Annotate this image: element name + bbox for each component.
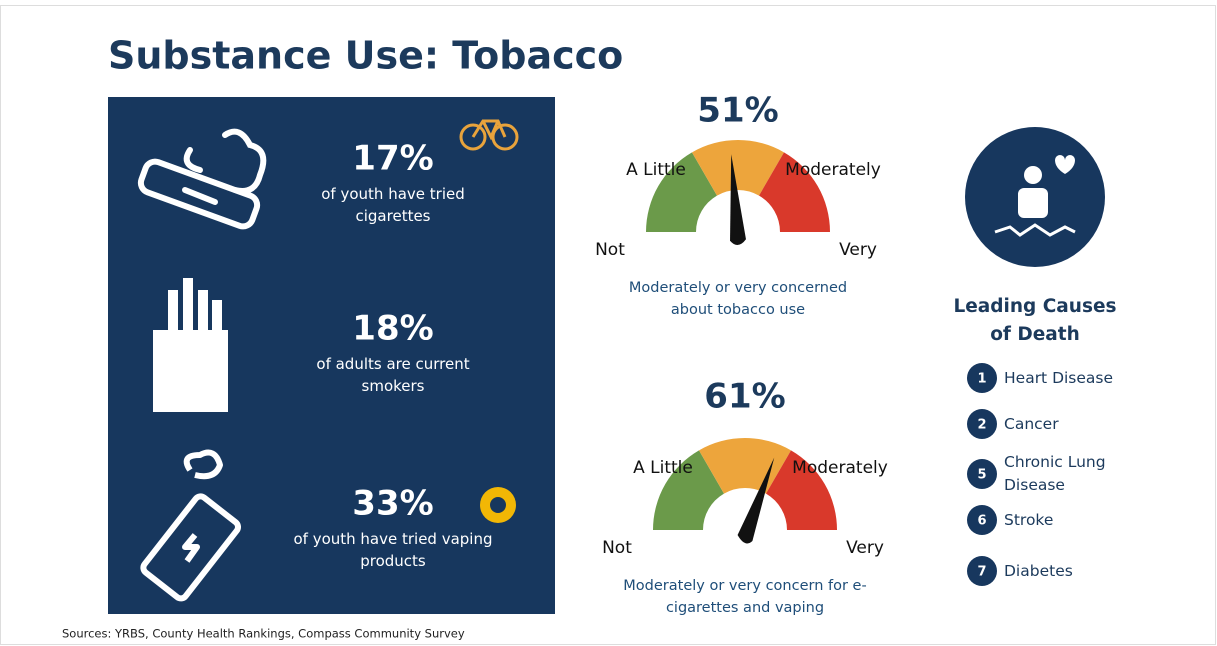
gauge-segment — [646, 152, 717, 232]
gauge-segment — [766, 450, 837, 530]
rank-number: 2 — [977, 418, 986, 433]
gauge-label: Very — [846, 538, 884, 558]
stat-text: of youth have tried cigarettes — [321, 185, 465, 225]
rank-badge — [967, 409, 997, 439]
gauge-caption-box: Moderately or very concern for e-cigaret… — [623, 578, 867, 616]
rank-badge — [967, 556, 997, 586]
bike-icon — [459, 119, 519, 151]
stat-value: 33% — [352, 484, 433, 524]
stat-text-box: of youth have tried cigarettes — [321, 185, 465, 225]
stat-text: of youth have tried vaping products — [293, 530, 493, 570]
rank-number: 1 — [977, 372, 986, 387]
stat-text-box: of adults are current smokers — [316, 355, 470, 395]
gauge-label: Moderately — [792, 458, 888, 478]
gauge-segment — [759, 152, 830, 232]
gauge-value: 61% — [704, 377, 785, 417]
causes-heading: Leading Causes of Death — [953, 296, 1117, 345]
gauge-label: Not — [602, 538, 632, 558]
gauge-label: A Little — [626, 160, 686, 180]
stat-text: of adults are current smokers — [316, 355, 470, 395]
cause-label: Stroke — [1004, 510, 1054, 529]
vape-icon — [140, 449, 242, 602]
gauge-caption: Moderately or very concerned about tobac… — [628, 280, 848, 318]
rank-badge — [967, 459, 997, 489]
gauge-label: A Little — [633, 458, 693, 478]
gauge-needle — [737, 457, 775, 544]
pack-icon — [153, 278, 228, 412]
rank-number: 7 — [977, 565, 986, 580]
gauge-needle — [730, 154, 746, 246]
gauge-segment — [692, 140, 784, 196]
gauge-label: Moderately — [785, 160, 881, 180]
sources: Sources: YRBS, County Health Rankings, C… — [62, 627, 465, 641]
cause-label-box: Stroke — [1004, 510, 1054, 529]
rank-number: 5 — [977, 468, 986, 483]
cause-label-box: Diabetes — [1004, 561, 1073, 580]
gauge-value: 51% — [697, 91, 778, 131]
cause-label-box: Chronic Lung Disease — [1004, 453, 1106, 494]
gauge-caption: Moderately or very concern for e-cigaret… — [623, 578, 867, 616]
cause-label: Diabetes — [1004, 561, 1073, 580]
gauge-label: Very — [839, 240, 877, 260]
rank-number: 6 — [977, 514, 986, 529]
stat-value: 17% — [352, 139, 433, 179]
cause-label-box: Heart Disease — [1004, 368, 1114, 387]
cause-label: Cancer — [1004, 414, 1059, 433]
cigarette-icon — [137, 128, 267, 230]
gauge-label: Not — [595, 240, 625, 260]
rank-badge — [967, 363, 997, 393]
flower-icon — [480, 487, 516, 523]
stat-text-box: of youth have tried vaping products — [293, 530, 493, 570]
title: Substance Use: Tobacco — [108, 34, 623, 78]
stat-value: 18% — [352, 309, 433, 349]
gauge-caption-box: Moderately or very concerned about tobac… — [628, 280, 848, 318]
cause-label: Chronic Lung Disease — [1004, 453, 1106, 494]
health-icon-figure — [994, 155, 1076, 237]
rank-badge — [967, 505, 997, 535]
cause-label-box: Cancer — [1004, 414, 1059, 433]
gauge-segment — [653, 450, 724, 530]
cause-label: Heart Disease — [1004, 368, 1114, 387]
causes-heading-box: Leading Causes of Death — [953, 296, 1117, 345]
